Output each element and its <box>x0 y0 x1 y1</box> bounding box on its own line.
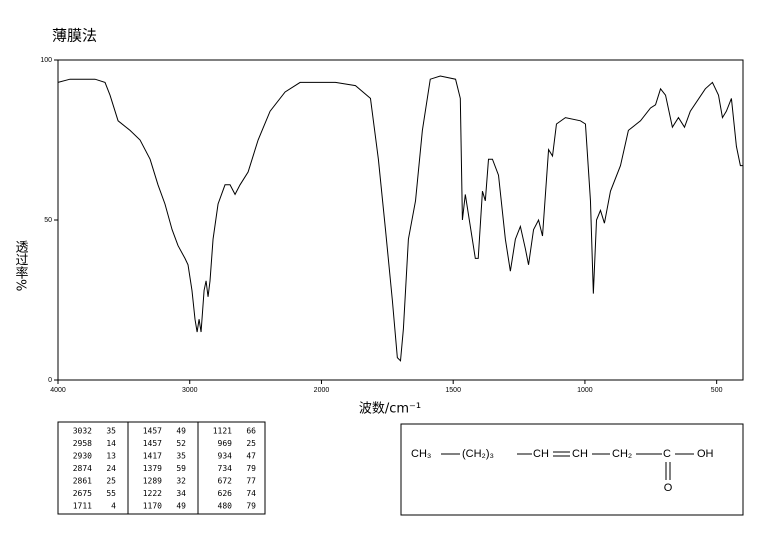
peak-transmittance: 32 <box>176 477 186 486</box>
peak-wavenumber: 1457 <box>143 427 162 436</box>
peak-wavenumber: 1222 <box>143 489 162 498</box>
peak-transmittance: 74 <box>246 489 256 498</box>
peak-wavenumber: 969 <box>218 439 233 448</box>
peak-wavenumber: 2958 <box>73 439 92 448</box>
y-axis-label: 透过率% <box>13 240 29 291</box>
x-tick-label: 2000 <box>314 387 330 394</box>
peak-wavenumber: 1417 <box>143 452 162 461</box>
peak-transmittance: 55 <box>106 489 116 498</box>
peak-wavenumber: 1289 <box>143 477 162 486</box>
structure-bonds <box>441 451 694 480</box>
x-tick-label: 1000 <box>577 387 593 394</box>
peak-transmittance: 4 <box>111 502 116 511</box>
peak-transmittance: 35 <box>176 452 186 461</box>
structure-group: OH <box>697 448 714 460</box>
peak-wavenumber: 2861 <box>73 477 92 486</box>
chart-title: 薄膜法 <box>52 27 97 45</box>
peak-transmittance: 66 <box>246 427 256 436</box>
structure-group: C <box>663 448 671 460</box>
peak-wavenumber: 2874 <box>73 464 92 473</box>
x-axis-label: 波数/cm⁻¹ <box>359 402 421 417</box>
peak-wavenumber: 1457 <box>143 439 162 448</box>
peak-transmittance: 79 <box>246 502 256 511</box>
peak-transmittance: 25 <box>106 477 116 486</box>
peak-wavenumber: 2675 <box>73 489 92 498</box>
peak-transmittance: 14 <box>106 439 116 448</box>
peak-wavenumber: 672 <box>218 477 233 486</box>
spectrum-line <box>57 75 743 362</box>
carbonyl-oxygen: O <box>664 482 673 494</box>
y-tick-label: 50 <box>44 217 52 224</box>
y-tick-label: 100 <box>40 57 52 64</box>
peak-transmittance: 77 <box>246 477 256 486</box>
x-tick-label: 4000 <box>50 387 66 394</box>
x-tick-label: 1500 <box>445 387 461 394</box>
structure-group: CH <box>572 448 588 460</box>
peak-wavenumber: 480 <box>218 502 233 511</box>
peak-wavenumber: 1379 <box>143 464 162 473</box>
plot-frame <box>57 59 744 381</box>
peak-wavenumber: 2930 <box>73 452 92 461</box>
peak-transmittance: 49 <box>176 502 186 511</box>
peak-wavenumber: 3032 <box>73 427 92 436</box>
peak-transmittance: 13 <box>106 452 116 461</box>
structure-group: CH₃ <box>411 448 431 460</box>
peak-wavenumber: 1121 <box>213 427 232 436</box>
peak-wavenumber: 1711 <box>73 502 92 511</box>
peak-transmittance: 52 <box>176 439 186 448</box>
peak-transmittance: 49 <box>176 427 186 436</box>
structure-group: CH <box>533 448 549 460</box>
peak-transmittance: 79 <box>246 464 256 473</box>
x-tick-label: 500 <box>711 387 723 394</box>
structure-frame <box>400 423 744 516</box>
peak-wavenumber: 1170 <box>143 502 162 511</box>
peak-wavenumber: 626 <box>218 489 233 498</box>
peak-transmittance: 59 <box>176 464 186 473</box>
peak-wavenumber: 934 <box>218 452 233 461</box>
structure-group: (CH₂)₃ <box>462 448 494 460</box>
peak-table-frame <box>57 421 266 515</box>
peak-transmittance: 34 <box>176 489 186 498</box>
x-tick-label: 3000 <box>182 387 198 394</box>
peak-transmittance: 47 <box>246 452 256 461</box>
peak-transmittance: 35 <box>106 427 116 436</box>
peak-wavenumber: 734 <box>218 464 233 473</box>
y-tick-label: 0 <box>48 377 52 384</box>
peak-transmittance: 24 <box>106 464 116 473</box>
peak-transmittance: 25 <box>246 439 256 448</box>
structure-group: CH₂ <box>612 448 632 460</box>
